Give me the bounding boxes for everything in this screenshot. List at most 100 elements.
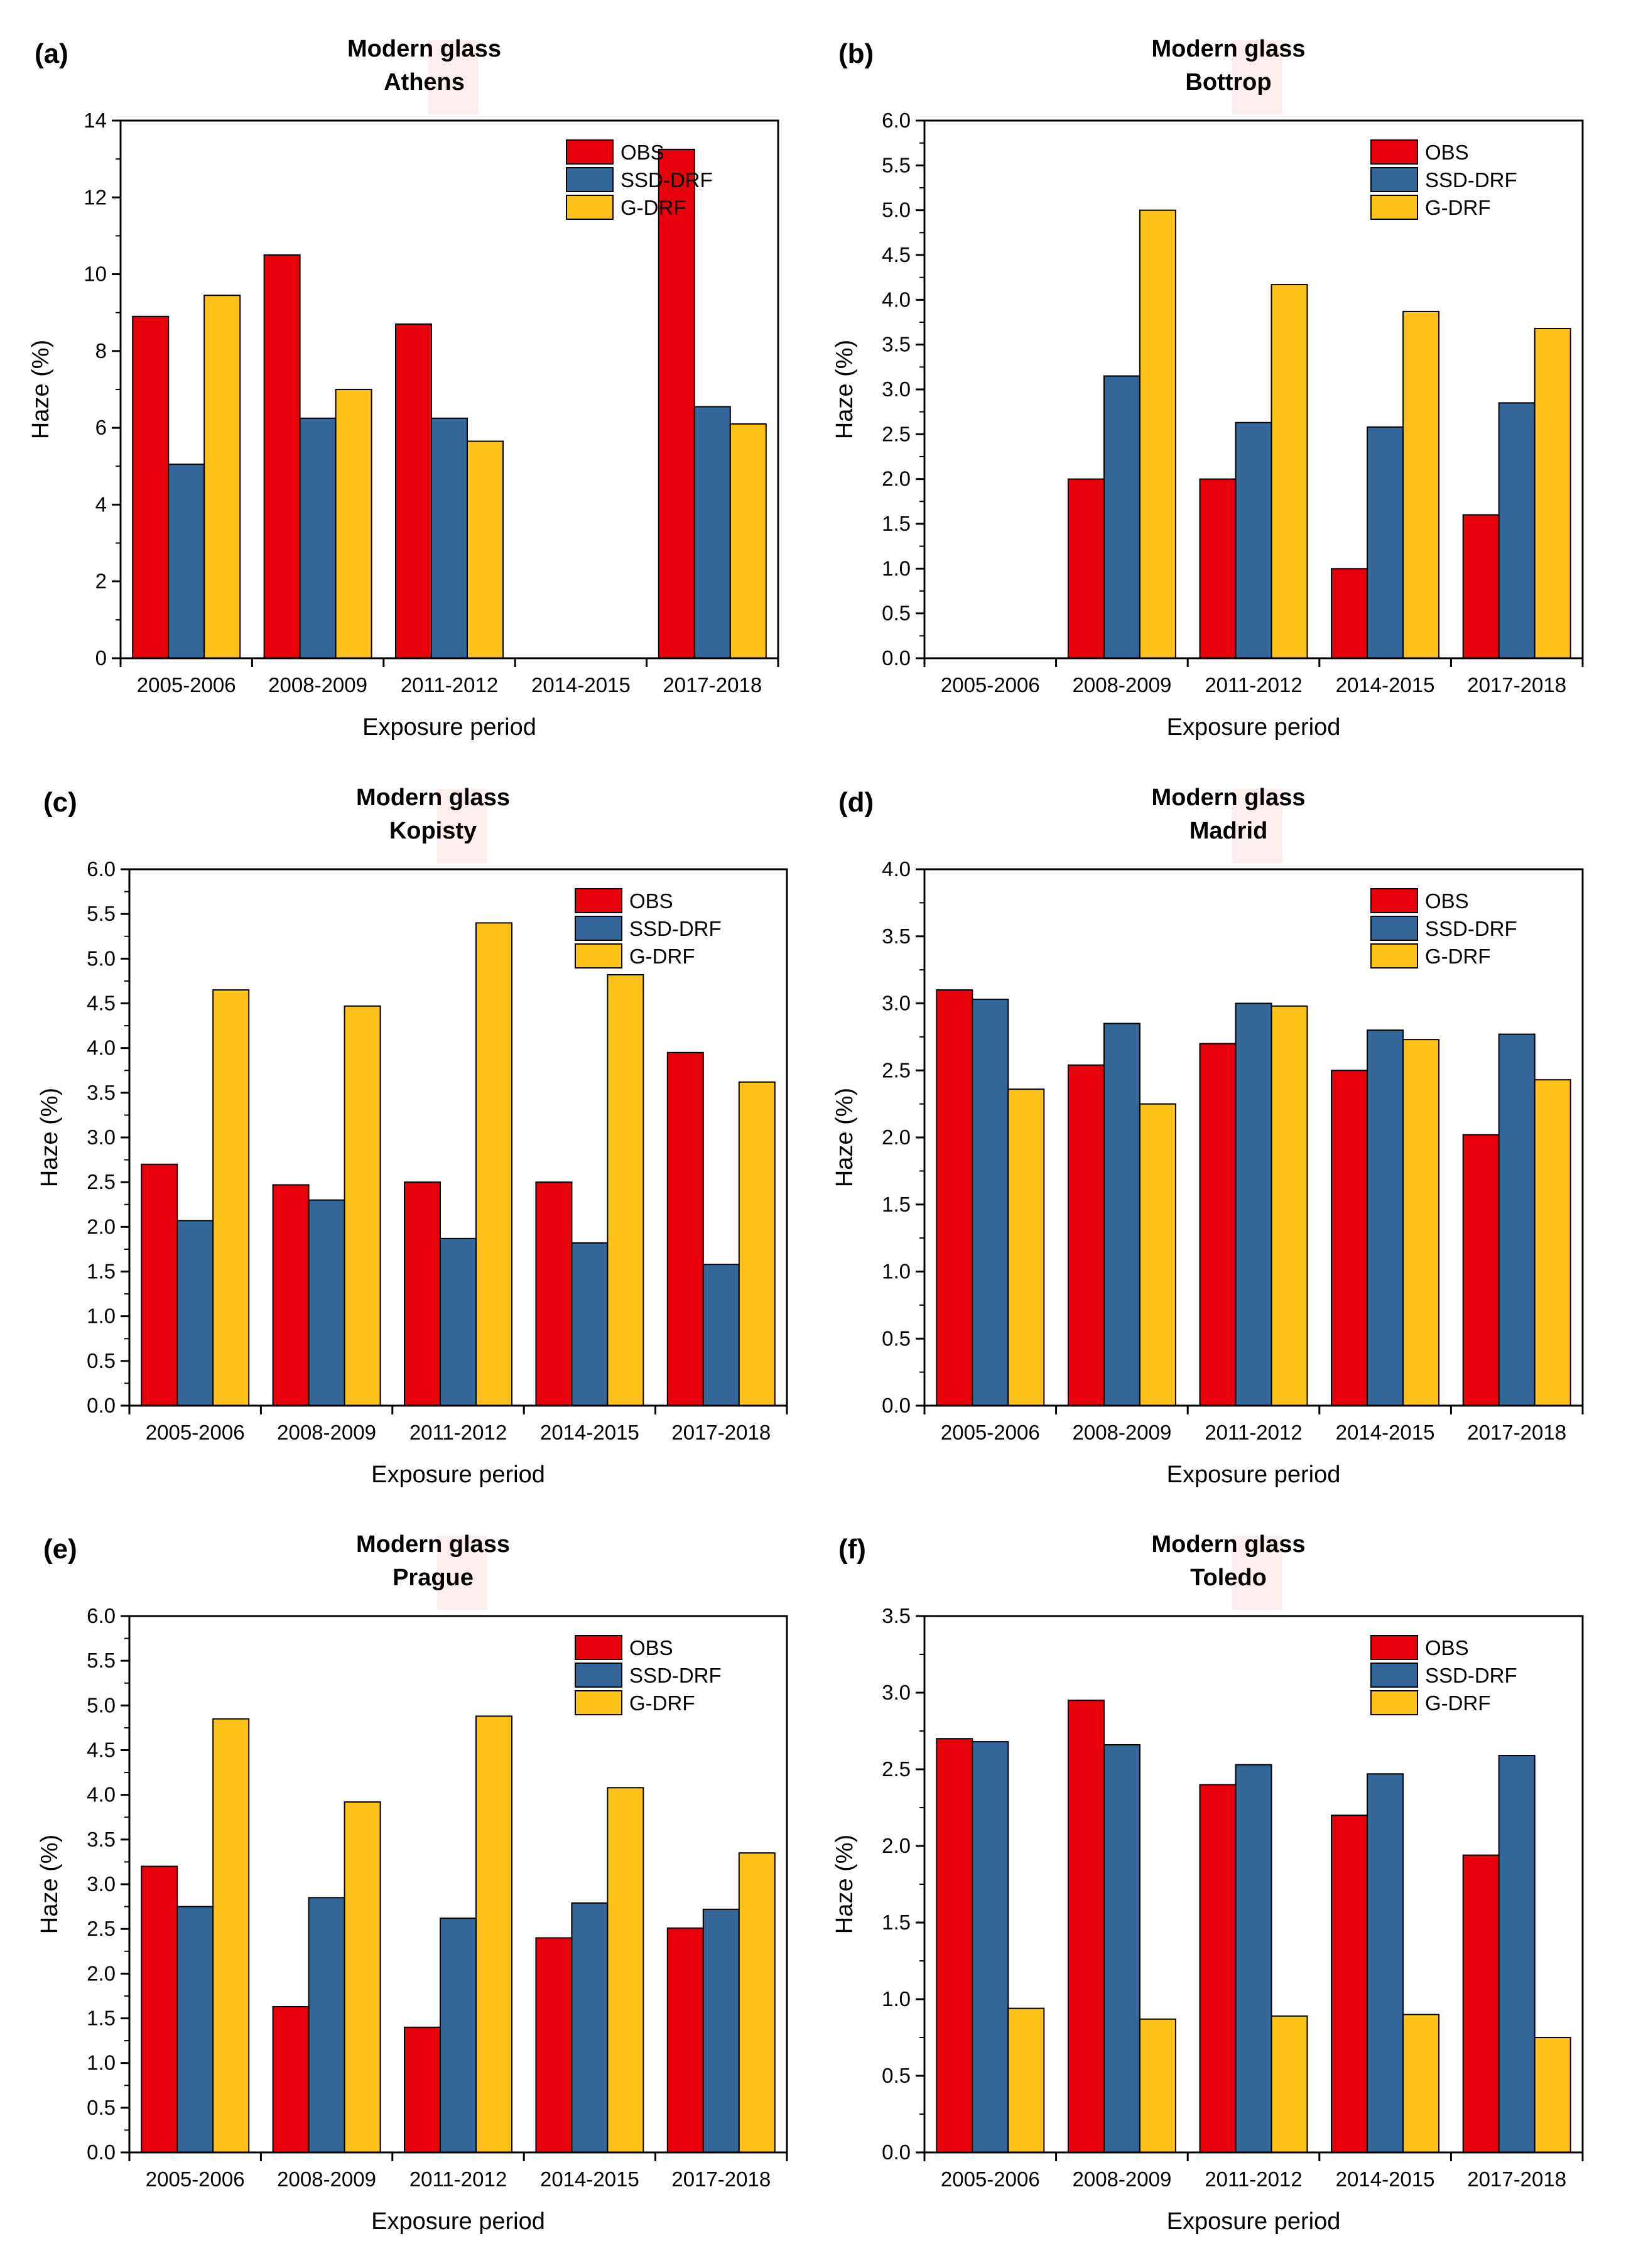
x-tick-label: 2017-2018 (671, 2168, 771, 2191)
y-tick-label: 3.5 (882, 1604, 911, 1627)
bar-obs-2017-2018 (1462, 1134, 1500, 1406)
y-tick-label: 14 (84, 109, 107, 132)
chart-panel-f: (f) Modern glass Toledo 0.0 0.5 1.0 1.5 2.0 2.5 3… (832, 1531, 1584, 2235)
y-tick-label: 2.0 (87, 1961, 116, 1985)
bar-obs-2005-2006 (132, 315, 170, 659)
y-tick-label: 1.5 (87, 1260, 116, 1283)
legend-swatch-g-drf (1370, 1690, 1418, 1715)
legend-swatch-obs (1370, 139, 1418, 165)
bar-ssd-drf-2017-2018 (1498, 1033, 1536, 1406)
legend-label-obs: OBS (1425, 1636, 1469, 1659)
legend-label-ssd-drf: SSD-DRF (629, 917, 722, 940)
bar-g-drf-2005-2006 (1007, 2007, 1045, 2153)
y-tick-label: 2.5 (882, 1757, 911, 1781)
x-tick-label: 2017-2018 (1467, 673, 1566, 697)
bar-ssd-drf-2011-2012 (1235, 1764, 1272, 2153)
bar-obs-2017-2018 (1462, 1854, 1500, 2153)
x-tick-label: 2008-2009 (268, 673, 367, 697)
x-tick-label: 2005-2006 (941, 1421, 1040, 1444)
bar-obs-2008-2009 (263, 254, 301, 659)
x-axis-label: Exposure period (1167, 2208, 1341, 2235)
bar-obs-2011-2012 (395, 323, 432, 659)
bar-ssd-drf-2014-2015 (1367, 426, 1404, 659)
bar-ssd-drf-2017-2018 (1498, 1755, 1536, 2154)
watermark-mark (1232, 40, 1282, 114)
watermark-mark (1232, 789, 1282, 863)
bar-obs-2011-2012 (1199, 1784, 1237, 2153)
panel-label: (c) (43, 787, 77, 818)
legend-label-g-drf: G-DRF (629, 1691, 695, 1715)
bar-g-drf-2017-2018 (1534, 1079, 1571, 1406)
y-tick-label: 3.0 (87, 1872, 116, 1896)
y-tick-label: 6 (95, 416, 107, 439)
chart-title-line2: Madrid (1189, 818, 1268, 844)
y-tick-label: 1.5 (882, 1193, 911, 1216)
bar-ssd-drf-2014-2015 (1367, 1773, 1404, 2154)
chart-title-line1: Modern glass (1152, 784, 1306, 811)
legend-label-obs: OBS (1425, 141, 1469, 164)
bar-g-drf-2008-2009 (1139, 1103, 1176, 1406)
y-tick-label: 4.0 (87, 1036, 116, 1060)
watermark-mark (437, 789, 487, 863)
y-tick-label: 5.0 (87, 1693, 116, 1717)
legend-label-g-drf: G-DRF (629, 945, 695, 968)
bar-ssd-drf-2008-2009 (1103, 1744, 1141, 2153)
legend-swatch-ssd-drf (566, 167, 614, 192)
y-tick-label: 3.5 (87, 1828, 116, 1851)
y-tick-label: 6.0 (882, 109, 911, 132)
x-tick-label: 2017-2018 (1467, 2168, 1566, 2191)
chart-title-line1: Modern glass (356, 784, 510, 811)
chart-title-line1: Modern glass (1152, 1531, 1306, 1558)
x-tick-label: 2005-2006 (941, 673, 1040, 697)
y-tick-label: 3.0 (882, 992, 911, 1015)
legend-swatch-g-drf (566, 195, 614, 220)
bar-obs-2008-2009 (1067, 1064, 1105, 1406)
bar-g-drf-2008-2009 (344, 1801, 381, 2153)
bar-obs-2005-2006 (141, 1163, 178, 1406)
y-tick-label: 1.0 (87, 1305, 116, 1328)
bar-ssd-drf-2005-2006 (168, 464, 205, 659)
bar-obs-2008-2009 (272, 1184, 310, 1406)
y-tick-label: 5.5 (87, 1649, 116, 1672)
legend-label-g-drf: G-DRF (1425, 196, 1490, 219)
legend-label-g-drf: G-DRF (1425, 1691, 1490, 1715)
x-tick-label: 2005-2006 (137, 673, 236, 697)
bar-ssd-drf-2011-2012 (431, 417, 468, 659)
bar-ssd-drf-2011-2012 (440, 1237, 477, 1406)
bar-obs-2017-2018 (1462, 514, 1500, 659)
chart-title-line2: Bottrop (1185, 69, 1271, 95)
y-tick-label: 4.5 (87, 1739, 116, 1762)
y-tick-label: 3.5 (882, 333, 911, 356)
y-tick-label: 3.0 (882, 1681, 911, 1704)
bar-g-drf-2011-2012 (475, 1715, 512, 2153)
y-tick-label: 8 (95, 339, 107, 362)
legend-label-ssd-drf: SSD-DRF (1425, 168, 1517, 192)
y-tick-label: 0.0 (87, 1394, 116, 1417)
y-tick-label: 0.0 (882, 646, 911, 670)
bar-ssd-drf-2014-2015 (571, 1242, 609, 1407)
y-tick-label: 2.5 (87, 1170, 116, 1193)
legend-label-ssd-drf: SSD-DRF (1425, 1664, 1517, 1687)
chart-panel-e: (e) Modern glass Prague 0.0 0.5 1.0 1.5 2.0 2.5 3… (36, 1531, 788, 2235)
y-tick-label: 1.0 (882, 556, 911, 580)
y-tick-label: 3.0 (882, 377, 911, 401)
y-tick-label: 6.0 (87, 857, 116, 881)
chart-title-line2: Athens (384, 69, 465, 95)
y-tick-label: 1.0 (882, 1260, 911, 1283)
x-axis-label: Exposure period (362, 714, 536, 741)
bar-ssd-drf-2017-2018 (1498, 402, 1536, 659)
x-tick-label: 2014-2015 (1336, 2168, 1435, 2191)
bar-ssd-drf-2011-2012 (440, 1918, 477, 2153)
bar-g-drf-2014-2015 (607, 1787, 644, 2153)
y-tick-label: 3.5 (882, 925, 911, 948)
x-axis-label: Exposure period (1167, 1462, 1341, 1488)
y-tick-label: 2.0 (882, 1126, 911, 1149)
bar-ssd-drf-2014-2015 (1367, 1029, 1404, 1406)
bar-g-drf-2014-2015 (1402, 2014, 1440, 2153)
legend-swatch-obs (575, 888, 622, 913)
legend-label-ssd-drf: SSD-DRF (1425, 917, 1517, 940)
bar-g-drf-2005-2006 (212, 989, 250, 1406)
bar-ssd-drf-2011-2012 (1235, 421, 1272, 659)
x-tick-label: 2011-2012 (401, 673, 498, 697)
legend-swatch-g-drf (1370, 943, 1418, 969)
